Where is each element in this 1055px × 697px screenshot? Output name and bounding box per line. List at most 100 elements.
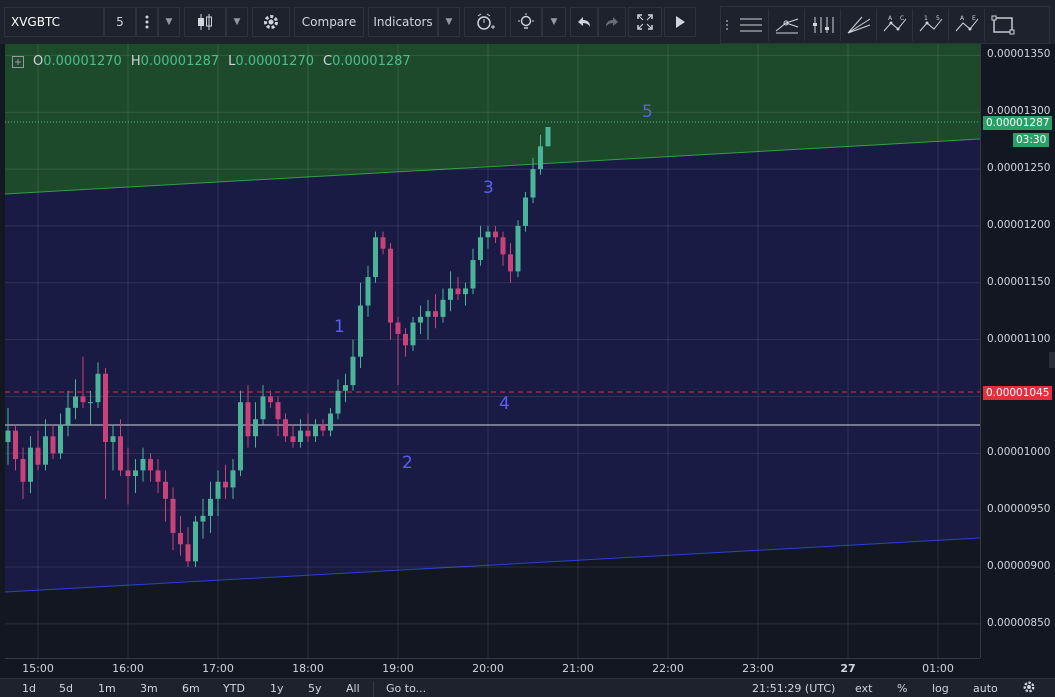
wave-label-2[interactable]: 2: [402, 453, 413, 473]
range-all[interactable]: All: [346, 682, 360, 695]
alert-button[interactable]: [464, 7, 506, 37]
time-axis[interactable]: 15:00 16:00 17:00 18:00 19:00 20:00 21:00 22:00…: [5, 658, 980, 678]
time-tick-label: 23:00: [742, 662, 774, 675]
percent-toggle[interactable]: %: [897, 682, 908, 695]
range-1d[interactable]: 1d: [22, 682, 36, 695]
vertical-dots-icon: [145, 15, 149, 29]
candle-body: [418, 316, 423, 323]
redo-icon: [606, 17, 618, 27]
candle-body: [245, 402, 251, 437]
undo-button[interactable]: [570, 7, 598, 37]
compare-button[interactable]: Compare: [294, 7, 364, 37]
settings-button[interactable]: [252, 7, 290, 37]
candle-body: [170, 498, 176, 533]
price-tick-label: 0.00000900: [987, 560, 1051, 573]
candle-body: [178, 532, 183, 545]
upper-zone: [5, 44, 980, 194]
rectangle-tool[interactable]: [985, 9, 1021, 41]
compare-label: Compare: [301, 15, 357, 29]
theme-button[interactable]: [510, 7, 542, 37]
indicators-dropdown[interactable]: ▼: [438, 7, 460, 37]
replay-button[interactable]: [664, 7, 696, 37]
lower-trendline[interactable]: [5, 537, 980, 593]
chart-settings-button[interactable]: [1022, 680, 1036, 697]
wave-label-5[interactable]: 5: [642, 102, 653, 122]
auto-toggle[interactable]: auto: [973, 682, 998, 695]
candle-body: [470, 260, 476, 289]
upper-trendline[interactable]: [5, 138, 980, 195]
svg-text:1: 1: [924, 15, 928, 22]
bottom-toolbar: 1d 5d 1m 3m 6m YTD 1y 5y All Go to... 21…: [0, 678, 1055, 697]
chart-style-dropdown[interactable]: ▼: [226, 7, 248, 37]
symbol-input[interactable]: XVGBTC: [4, 7, 104, 37]
candle-body: [50, 436, 56, 454]
candle-body: [380, 237, 386, 249]
wave-label-1[interactable]: 1: [334, 317, 345, 337]
open-value: 0.00001270: [43, 54, 122, 69]
range-3m[interactable]: 3m: [140, 682, 158, 695]
candle-body: [13, 430, 18, 460]
time-tick-label: 01:00: [922, 662, 954, 675]
gear-icon: [1023, 681, 1035, 693]
pitchfork-tool[interactable]: [769, 9, 805, 41]
range-1m[interactable]: 1m: [98, 682, 116, 695]
candle-body: [223, 481, 228, 488]
indicators-button[interactable]: Indicators: [368, 7, 438, 37]
candle-body: [193, 521, 198, 562]
time-tick-label: 21:00: [562, 662, 594, 675]
price-tick-label: 0.00001200: [987, 218, 1051, 231]
candle-body: [478, 237, 483, 261]
range-ytd[interactable]: YTD: [223, 682, 245, 695]
redo-button[interactable]: [598, 7, 626, 37]
candle-body: [538, 146, 543, 170]
gann-tool[interactable]: [841, 9, 877, 41]
drag-handle-icon[interactable]: [721, 9, 733, 41]
more-icon[interactable]: [136, 7, 158, 37]
candle-body: [43, 436, 48, 465]
fib-icon: [812, 17, 833, 33]
alert-price-tag[interactable]: 0.00001045: [983, 386, 1053, 400]
horizontal-lines-tool[interactable]: [733, 9, 769, 41]
candle-body: [298, 430, 303, 442]
goto-button[interactable]: Go to...: [386, 682, 427, 695]
candle-body: [305, 430, 311, 437]
candle-body: [65, 407, 71, 425]
price-tick-label: 0.00001000: [987, 446, 1051, 459]
candle-body: [523, 197, 528, 226]
utc-clock[interactable]: 21:51:29 (UTC): [752, 682, 836, 695]
range-6m[interactable]: 6m: [182, 682, 200, 695]
chart-area[interactable]: 1 2 3 4 5: [5, 44, 980, 658]
range-1y[interactable]: 1y: [270, 682, 284, 695]
candle-body: [320, 424, 326, 431]
candle-body: [200, 515, 206, 522]
expand-icon[interactable]: [12, 55, 24, 68]
wave-label-3[interactable]: 3: [483, 178, 494, 198]
pitchfork-icon: [775, 18, 798, 34]
time-tick-label: 20:00: [472, 662, 504, 675]
fib-tool[interactable]: [805, 9, 841, 41]
chevron-down-icon: ▼: [445, 17, 453, 27]
log-toggle[interactable]: log: [932, 682, 949, 695]
theme-dropdown[interactable]: ▼: [542, 7, 566, 37]
price-axis[interactable]: 0.00000850 0.00000900 0.00000950 0.00001000…: [980, 44, 1055, 658]
interval-button[interactable]: 5: [104, 7, 136, 37]
range-5d[interactable]: 5d: [59, 682, 73, 695]
interval-dropdown[interactable]: ▼: [158, 7, 180, 37]
candle-body: [185, 544, 191, 562]
candle-body: [500, 237, 506, 255]
fullscreen-button[interactable]: [628, 7, 662, 37]
candle-body: [215, 481, 221, 499]
candle-body: [440, 299, 446, 317]
svg-text:C: C: [900, 15, 904, 22]
candles: [5, 127, 551, 568]
ext-toggle[interactable]: ext: [855, 682, 873, 695]
chart-style-button[interactable]: [184, 7, 226, 37]
chevron-down-icon: ▼: [550, 17, 558, 27]
wave-label-4[interactable]: 4: [499, 394, 510, 414]
axis-collapse-handle[interactable]: [1049, 352, 1055, 368]
range-5y[interactable]: 5y: [308, 682, 322, 695]
lightbulb-icon: [518, 13, 534, 29]
